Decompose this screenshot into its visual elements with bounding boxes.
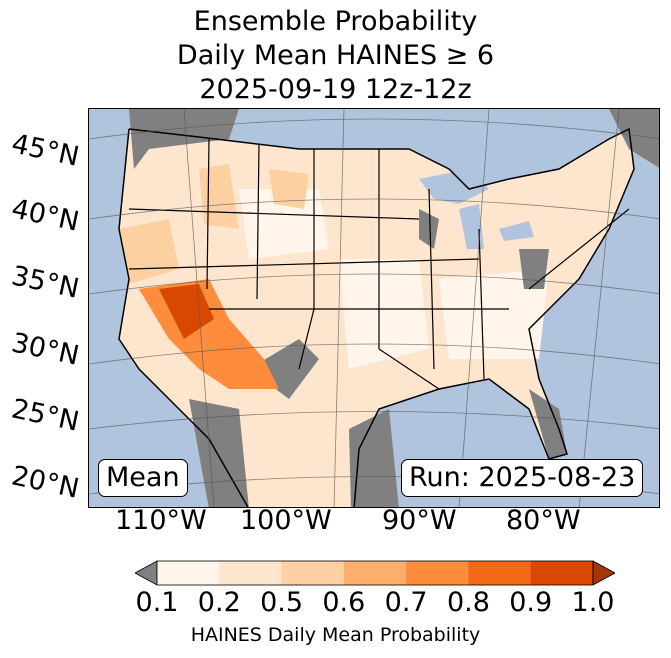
colorbar-under-triangle [135, 560, 158, 586]
colorbar-tick-label: 0.5 [260, 587, 304, 618]
lat-label-20: 20°N [8, 460, 82, 505]
low-probability-zone [339, 259, 429, 369]
lon-label-100: 100°W [240, 505, 332, 536]
title-line-2: Daily Mean HAINES ≥ 6 [176, 40, 495, 71]
below-threshold-zone [519, 249, 549, 289]
low-probability-zone [239, 189, 329, 259]
colorbar-tick-label: 0.1 [135, 587, 179, 618]
colorbar-segments [157, 561, 594, 585]
lon-label-110: 110°W [115, 505, 207, 536]
colorbar-segment [530, 561, 594, 585]
below-threshold-zone [529, 389, 567, 459]
title-line-1: Ensemble Probability [193, 6, 478, 37]
title-line-3: 2025-09-19 12z-12z [199, 74, 472, 105]
mean-label-box: Mean [98, 459, 188, 497]
colorbar-segment [343, 561, 407, 585]
colorbar-tick-label: 0.2 [197, 587, 241, 618]
colorbar-segment [406, 561, 469, 585]
colorbar [135, 560, 615, 586]
colorbar-segment [468, 561, 532, 585]
colorbar-tick-label: 0.7 [384, 587, 428, 618]
lon-label-90: 90°W [382, 505, 457, 536]
colorbar-tick-label: 0.9 [509, 587, 553, 618]
mid-probability-zone [269, 169, 309, 209]
colorbar-label: HAINES Daily Mean Probability [190, 624, 481, 646]
lat-label-35: 35°N [8, 260, 82, 305]
colorbar-over-triangle [592, 560, 615, 586]
colorbar-segment [219, 561, 283, 585]
low-probability-zone [439, 269, 549, 359]
below-threshold-zone [249, 339, 319, 399]
below-threshold-zone [419, 209, 439, 249]
great-lakes [419, 169, 489, 204]
state-borders [128, 138, 630, 390]
coastline [118, 127, 635, 507]
below-threshold-zone [609, 109, 659, 168]
map-panel [88, 108, 660, 508]
lat-label-45: 45°N [8, 128, 82, 173]
map-canvas [89, 109, 659, 507]
colorbar-segment [281, 561, 345, 585]
great-lakes [499, 221, 534, 241]
colorbar-segment [157, 561, 220, 585]
lat-label-30: 30°N [8, 327, 82, 372]
below-threshold-zone [189, 399, 249, 507]
lat-label-25: 25°N [8, 393, 82, 438]
lon-label-80: 80°W [506, 505, 581, 536]
colorbar-tick-label: 1.0 [571, 587, 615, 618]
run-date-box: Run: 2025-08-23 [401, 459, 644, 497]
below-threshold-zone [129, 109, 239, 169]
below-threshold-zone [349, 409, 399, 507]
lat-label-40: 40°N [8, 193, 82, 238]
colorbar-tick-label: 0.6 [322, 587, 366, 618]
great-lakes [459, 204, 484, 249]
colorbar-tick-label: 0.8 [446, 587, 490, 618]
